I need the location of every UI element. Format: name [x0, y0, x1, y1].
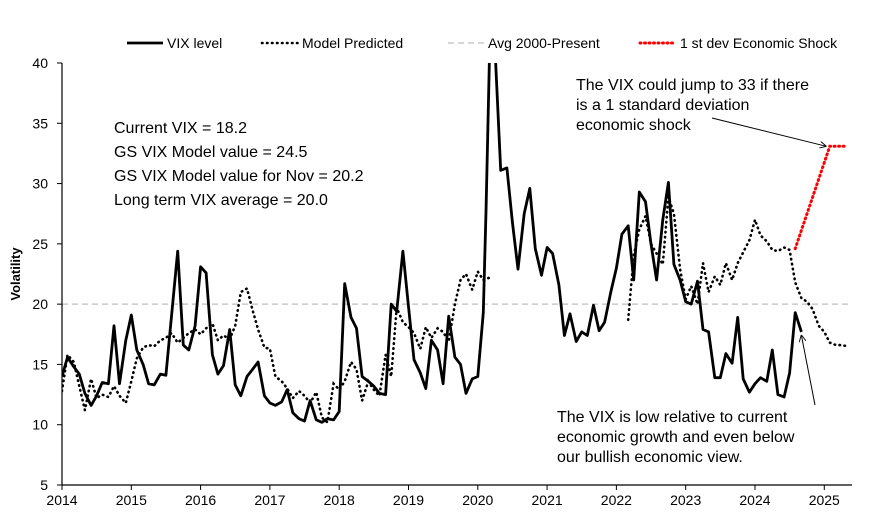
x-tick-label-2023: 2023 — [670, 492, 701, 508]
x-tick-label-2014: 2014 — [46, 492, 77, 508]
y-tick-label-35: 35 — [32, 115, 48, 131]
x-tick-label-2018: 2018 — [324, 492, 355, 508]
legend: VIX level Model Predicted Avg 2000-Present… — [127, 35, 838, 51]
series-line-vix-level-0 — [62, 63, 803, 424]
annotation-shock-line-2: economic shock — [576, 117, 692, 134]
x-tick-label-2019: 2019 — [393, 492, 424, 508]
y-tick-label-15: 15 — [32, 356, 48, 372]
legend-label-1-st-dev-economic-shock: 1 st dev Economic Shock — [680, 35, 838, 51]
legend-label-model-predicted: Model Predicted — [302, 35, 403, 51]
x-tick-label-2020: 2020 — [462, 492, 493, 508]
annotation-low-vix-line-0: The VIX is low relative to current — [557, 409, 788, 426]
x-tick-label-2021: 2021 — [532, 492, 563, 508]
y-tick-label-40: 40 — [32, 55, 48, 71]
y-tick-label-30: 30 — [32, 176, 48, 192]
annotations: Current VIX = 18.2 GS VIX Model value = 2… — [114, 77, 826, 466]
y-tick-label-10: 10 — [32, 417, 48, 433]
legend-label-avg-2000-present: Avg 2000-Present — [488, 35, 600, 51]
x-tick-label-2015: 2015 — [116, 492, 147, 508]
annotation-low-vix-arrow — [801, 335, 816, 406]
plot-area — [62, 63, 852, 425]
series-line-model-predicted-1 — [62, 268, 491, 425]
annotation-shock-line-0: The VIX could jump to 33 if there — [576, 77, 809, 94]
series-line-model-predicted-2 — [626, 196, 849, 348]
annotation-shock-arrow — [711, 117, 826, 146]
y-tick-label-20: 20 — [32, 296, 48, 312]
annotation-low-vix-line-1: economic growth and even below — [557, 429, 795, 446]
annotation-stats-line-2: GS VIX Model value for Nov = 20.2 — [114, 168, 364, 185]
y-tick-label-5: 5 — [40, 477, 48, 493]
legend-label-vix-level: VIX level — [167, 35, 222, 51]
x-tick-label-2022: 2022 — [601, 492, 632, 508]
x-tick-label-2016: 2016 — [185, 492, 216, 508]
x-tick-label-2025: 2025 — [809, 492, 840, 508]
y-axis-label: Volatility — [8, 247, 23, 301]
annotation-stats-line-1: GS VIX Model value = 24.5 — [114, 144, 308, 161]
annotation-stats-line-3: Long term VIX average = 20.0 — [114, 192, 328, 209]
x-tick-label-2024: 2024 — [739, 492, 770, 508]
series-line-1-st-dev-economic-shock-4 — [793, 144, 849, 251]
annotation-stats-line-0: Current VIX = 18.2 — [114, 120, 247, 137]
y-tick-label-25: 25 — [32, 236, 48, 252]
x-tick-label-2017: 2017 — [254, 492, 285, 508]
annotation-low-vix-line-2: our bullish economic view. — [557, 449, 743, 466]
annotation-shock-line-1: is a 1 standard deviation — [576, 97, 749, 114]
